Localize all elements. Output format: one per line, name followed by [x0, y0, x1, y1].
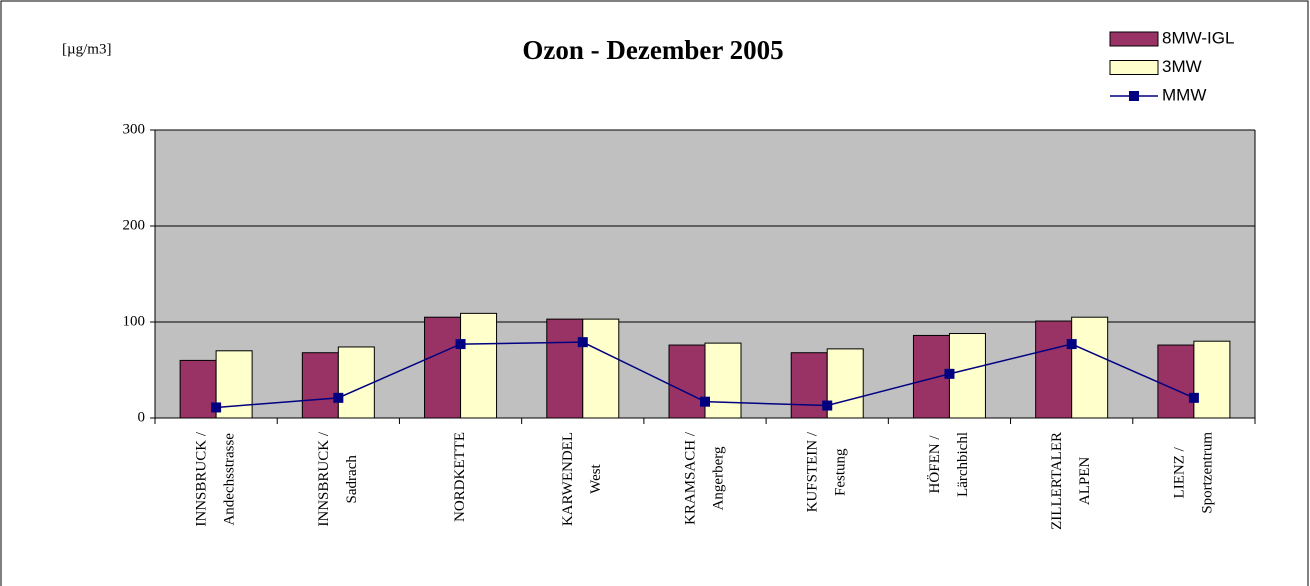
- x-tick-label: KARWENDEL: [560, 432, 576, 526]
- x-tick-label: NORDKETTE: [452, 432, 468, 522]
- legend-label: 3MW: [1162, 57, 1202, 76]
- x-tick-label-group: KUFSTEIN / Festung: [805, 431, 849, 512]
- x-tick-label-group: HÖFEN / Lärchbichl: [926, 432, 971, 497]
- x-tick-label: KUFSTEIN /: [805, 431, 821, 512]
- x-tick-label: ALPEN: [1077, 457, 1093, 506]
- legend-swatch: [1109, 31, 1159, 47]
- unit-label: [µg/m3]: [62, 41, 111, 57]
- marker: [211, 402, 222, 413]
- bar: [948, 333, 986, 419]
- legend-label: 8MW-IGL: [1162, 28, 1234, 47]
- bar: [1035, 320, 1073, 419]
- y-tick-label: 300: [123, 121, 146, 137]
- bar: [179, 359, 217, 419]
- bar: [1193, 340, 1231, 419]
- x-tick-label: HÖFEN /: [926, 435, 943, 494]
- bar: [546, 318, 584, 419]
- x-tick-label: INNSBRUCK /: [194, 431, 210, 526]
- bar: [215, 350, 253, 419]
- x-tick-label: Sportzentrum: [1199, 432, 1215, 514]
- y-tick-label: 100: [123, 313, 146, 329]
- legend-label: MMW: [1162, 85, 1206, 104]
- marker: [455, 339, 466, 350]
- bar: [301, 352, 339, 419]
- marker: [700, 396, 710, 407]
- legend-marker: [1129, 91, 1139, 101]
- x-tick-label: Angerberg: [710, 446, 726, 510]
- bar: [668, 344, 706, 419]
- bar: [1071, 316, 1109, 419]
- y-tick-label: 0: [138, 409, 146, 425]
- x-tick-label-group: INNSBRUCK / Sadrach: [316, 431, 360, 526]
- y-tick-label: 200: [123, 217, 146, 233]
- x-tick-label: Andechsstrasse: [222, 433, 238, 526]
- x-tick-label-group: ZILLERTALER ALPEN: [1049, 432, 1093, 530]
- marker: [577, 337, 588, 348]
- bar: [790, 352, 828, 419]
- x-tick-label: West: [588, 463, 604, 493]
- bar: [337, 346, 375, 419]
- x-tick-label: LIENZ /: [1171, 446, 1187, 498]
- bar: [582, 318, 620, 419]
- x-tick-label: ZILLERTALER: [1049, 432, 1065, 530]
- legend-swatch: [1109, 60, 1159, 75]
- x-tick-label-group: LIENZ / Sportzentrum: [1171, 432, 1215, 514]
- x-tick-label: Festung: [833, 448, 849, 496]
- marker: [1066, 339, 1077, 350]
- chart-title: Ozon - Dezember 2005: [522, 35, 783, 65]
- bar: [460, 312, 498, 419]
- x-tick-label-group: INNSBRUCK / Andechsstrasse: [194, 431, 238, 526]
- bar: [912, 334, 950, 419]
- x-tick-label-group: KARWENDEL West: [560, 432, 604, 526]
- marker: [333, 392, 344, 403]
- marker: [944, 368, 955, 379]
- bar: [424, 316, 462, 419]
- marker: [822, 400, 833, 411]
- x-tick-label: Sadrach: [344, 455, 360, 504]
- marker: [1188, 392, 1199, 403]
- bar: [704, 342, 742, 419]
- x-tick-label: Lärchbichl: [955, 432, 971, 497]
- x-tick-label: KRAMSACH /: [682, 431, 698, 525]
- x-tick-label: INNSBRUCK /: [316, 431, 332, 526]
- bar: [826, 348, 864, 419]
- x-tick-label-group: KRAMSACH / Angerberg: [682, 431, 726, 525]
- x-tick-label-group: NORDKETTE: [452, 432, 468, 522]
- bar: [1157, 344, 1195, 419]
